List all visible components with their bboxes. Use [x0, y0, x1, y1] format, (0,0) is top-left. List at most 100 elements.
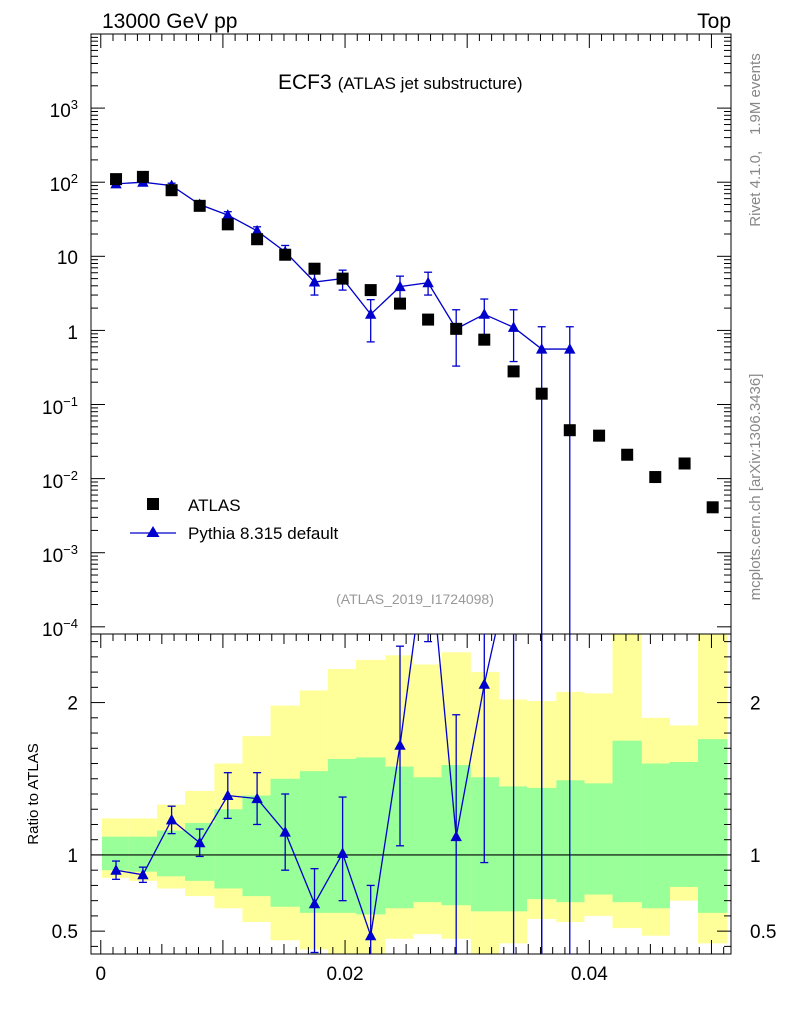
legend-marker-pythia [146, 526, 160, 537]
ratio-y-tick-label-left: 0.5 [52, 922, 78, 943]
ratio-point [222, 789, 234, 801]
atlas-point [279, 248, 292, 261]
ratio-data-marks [110, 634, 571, 954]
ratio-point [194, 836, 206, 848]
y-tick-exp: −1 [63, 394, 78, 409]
main-y-ticks [91, 34, 731, 628]
atlas-point [336, 272, 349, 285]
y-tick-label-1e3: 103 [50, 97, 78, 122]
atlas-point [193, 199, 206, 212]
pythia-point [364, 308, 377, 319]
atlas-point [621, 448, 634, 461]
ratio-point [336, 847, 349, 858]
ratio-y-tick-label-left: 2 [67, 694, 78, 715]
ratio-uncertainty-bands [101, 634, 728, 954]
ratio-ticks [91, 634, 731, 954]
chart-title-main: ECF3 [278, 71, 332, 94]
green-band-bin [413, 777, 442, 903]
atlas-point [110, 173, 123, 186]
main-frame [90, 33, 732, 635]
legend-label-pythia: Pythia 8.315 default [188, 524, 339, 543]
atlas-point [706, 501, 719, 514]
pythia-point [308, 276, 321, 287]
green-band-bin [214, 809, 243, 889]
y-tick-label-1e-1: 10−1 [42, 394, 78, 419]
atlas-point [251, 233, 264, 246]
y-tick-base: 10 [42, 546, 63, 567]
atlas-point [136, 170, 149, 183]
atlas-point [535, 387, 548, 400]
x-tick-label: 0 [95, 964, 106, 985]
green-band-bin [698, 739, 728, 913]
green-band-bin [612, 740, 642, 903]
y-tick-exp: 2 [71, 171, 78, 186]
atlas-point [563, 424, 576, 437]
main-panel: 103 102 10 1 10−1 10−2 10−3 10−4 ECF3 (AT… [42, 33, 732, 641]
legend-marker-atlas [147, 498, 159, 510]
green-band-bin [641, 763, 670, 909]
y-tick-base: 10 [42, 620, 63, 641]
ratio-point [165, 813, 178, 825]
ratio-point [279, 826, 291, 837]
ratio-point [308, 897, 321, 909]
ratio-y-tick-label-right: 2 [750, 694, 761, 715]
y-tick-label-1: 1 [67, 323, 78, 344]
atlas-point [221, 218, 234, 231]
pythia-point [564, 343, 576, 354]
ratio-point [478, 678, 490, 689]
atlas-point [478, 333, 491, 346]
chart-title-sub: (ATLAS jet substructure) [338, 74, 523, 93]
ratio-tick-labels: 0.5 0.5 1 1 2 2 0 0.02 0.04 [52, 694, 777, 985]
ratio-point [450, 830, 462, 842]
y-tick-exp: −4 [63, 616, 78, 631]
pythia-point [422, 276, 434, 288]
atlas-point [422, 313, 435, 326]
atlas-point [165, 184, 178, 197]
ratio-point [394, 739, 406, 750]
pythia-point [507, 321, 520, 332]
y-tick-exp: −2 [63, 468, 78, 483]
y-tick-exp: 3 [71, 97, 78, 112]
ratio-y-tick-label-left: 1 [67, 846, 78, 867]
ratio-y-tick-label-right: 1 [750, 846, 761, 867]
ratio-y-tick-label-right: 0.5 [750, 922, 776, 943]
green-band-bin [584, 783, 613, 895]
green-band-bin [156, 830, 186, 877]
ratio-series-line-tail [483, 634, 497, 685]
y-tick-label-10: 10 [57, 248, 78, 269]
chart-title: ECF3 (ATLAS jet substructure) [278, 71, 523, 94]
atlas-point [507, 365, 520, 378]
rivet-version-label: Rivet 4.1.0, 1.9M events [747, 53, 764, 226]
atlas-point [593, 429, 606, 442]
y-tick-base: 10 [42, 398, 63, 419]
ratio-panel: Ratio to ATLAS 0.5 0.5 1 1 2 2 0 0.02 0.04 [25, 633, 777, 985]
header-energy-label: 13000 GeV pp [102, 10, 237, 33]
y-tick-base: 10 [50, 101, 71, 122]
green-band-bin [128, 836, 157, 872]
analysis-watermark: (ATLAS_2019_I1724098) [336, 591, 494, 607]
mcplots-source-label: mcplots.cern.ch [arXiv:1306.3436] [747, 374, 764, 601]
ratio-y-axis-label: Ratio to ATLAS [25, 743, 42, 844]
green-band-bin [669, 762, 699, 887]
pythia-point [251, 224, 263, 236]
pythia-point [222, 209, 234, 220]
main-data-marks [110, 170, 719, 634]
atlas-point [678, 457, 691, 470]
y-tick-label-1e-2: 10−2 [42, 468, 78, 493]
pythia-point [478, 308, 490, 319]
legend: ATLAS Pythia 8.315 default [130, 496, 339, 543]
atlas-point [649, 471, 662, 484]
atlas-point [308, 262, 321, 275]
atlas-point [450, 322, 463, 335]
ratio-point [137, 868, 149, 880]
ratio-point [251, 792, 263, 804]
header-process-label: Top [697, 10, 731, 33]
ratio-point [110, 864, 122, 875]
y-tick-base: 10 [42, 472, 63, 493]
y-tick-base: 10 [50, 175, 71, 196]
y-tick-label-1e2: 102 [50, 171, 78, 196]
y-tick-label-1e-4: 10−4 [42, 616, 78, 641]
legend-label-atlas: ATLAS [188, 496, 241, 515]
y-tick-label-1e-3: 10−3 [42, 542, 78, 567]
